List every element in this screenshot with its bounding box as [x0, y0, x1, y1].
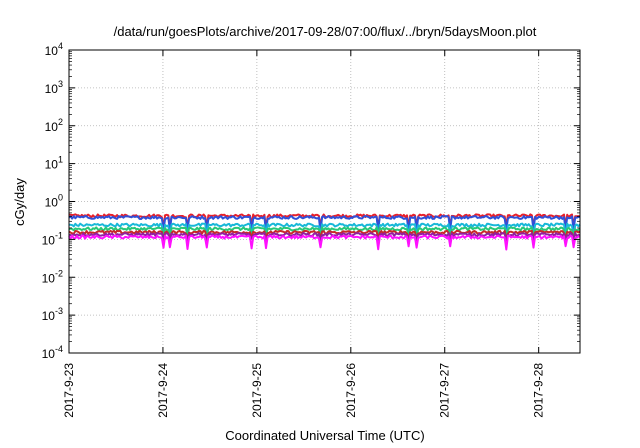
x-axis-label: Coordinated Universal Time (UTC) [225, 428, 424, 443]
y-tick-labels: 10-4 10-3 10-2 10-1 100 101 102 103 104 [42, 41, 63, 361]
y-tick-label: 10-2 [42, 268, 63, 285]
series-line [68, 213, 581, 229]
x-tick-label: 2017-9-28 [532, 363, 546, 418]
series-layer [68, 213, 581, 251]
chart-title: /data/run/goesPlots/archive/2017-09-28/0… [114, 24, 537, 39]
series-line [68, 229, 581, 242]
series-line [68, 222, 581, 240]
y-tick-label: 10-3 [42, 306, 63, 323]
y-axis-label: cGy/day [12, 178, 27, 226]
y-tick-label: 103 [45, 79, 63, 96]
y-tick-label: 104 [45, 41, 63, 58]
y-tick-label: 10-4 [42, 344, 63, 361]
y-tick-label: 101 [45, 155, 63, 172]
ticks [68, 49, 580, 354]
x-tick-label: 2017-9-26 [344, 363, 358, 418]
grid [69, 50, 580, 353]
x-tick-labels: 2017-9-23 2017-9-24 2017-9-25 2017-9-26 2017… [62, 363, 546, 418]
x-tick-label: 2017-9-23 [62, 363, 76, 418]
x-tick-label: 2017-9-25 [250, 363, 264, 418]
series-line [68, 226, 581, 240]
x-tick-label: 2017-9-24 [156, 363, 170, 418]
y-tick-label: 10-1 [42, 230, 63, 247]
x-tick-label: 2017-9-27 [438, 363, 452, 418]
y-tick-label: 100 [45, 193, 63, 210]
series-line [68, 234, 581, 251]
series-line [68, 232, 581, 243]
y-tick-label: 102 [45, 117, 63, 134]
series-line [68, 215, 581, 234]
